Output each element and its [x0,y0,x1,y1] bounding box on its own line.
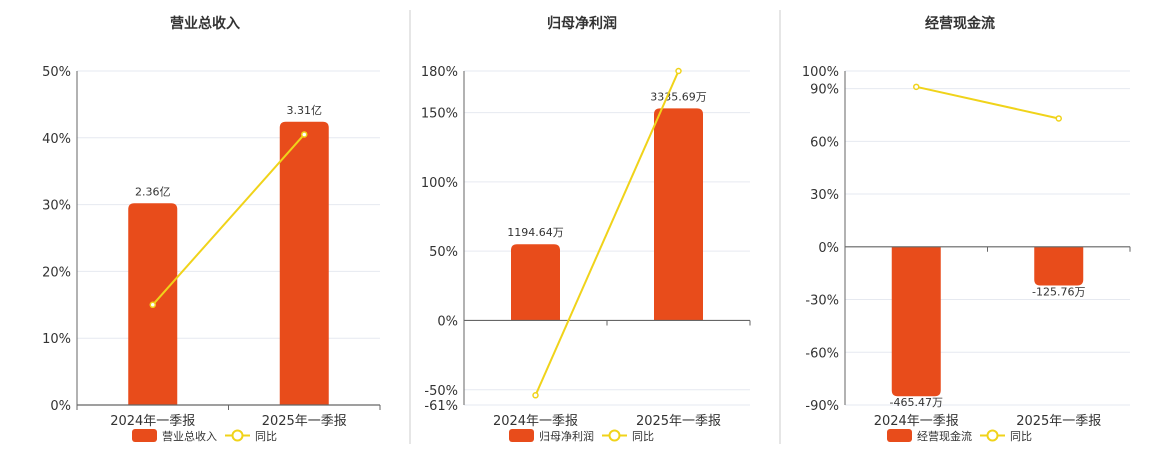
legend: 营业总收入 同比 [132,429,277,443]
legend: 归母净利润 同比 [509,429,654,443]
legend-line-label: 同比 [632,430,654,443]
y-tick-label: 180% [421,65,458,80]
bar-data-label: -465.47万 [890,396,943,409]
y-tick-label: 100% [421,176,458,191]
legend-line-label: 同比 [255,430,277,443]
bar[interactable] [891,246,941,397]
legend-line-marker [608,429,621,442]
chart-panel-1: 营业总收入 0% 10% 20% 30% 40% 50% 2.36亿 3.31亿 2024年一季报… [42,15,381,443]
y-tick-label: 50% [429,245,458,260]
yoy-point[interactable] [532,392,539,399]
bar[interactable] [654,108,703,321]
legend-bar-swatch[interactable] [509,429,534,442]
legend-bar-label: 营业总收入 [162,429,217,443]
chart-title: 经营现金流 [925,15,995,32]
bar-data-label: 2.36亿 [135,185,171,198]
y-tick-label: 50% [42,65,71,80]
y-tick-label: 60% [810,135,839,150]
legend-bar-swatch[interactable] [132,429,157,442]
y-tick-label: 10% [42,332,71,347]
x-category-label: 2025年一季报 [1016,414,1101,429]
chart-panel-2: 归母净利润 -61%-50% 0% 50% 100% 150% 180% 1194.64万 33… [421,15,751,443]
yoy-line [916,85,1059,120]
chart-title: 归母净利润 [547,15,617,32]
chart-title: 营业总收入 [170,15,240,32]
bar-data-label: 1194.64万 [507,226,564,239]
y-tick-label: -60% [805,346,839,361]
y-tick-label: 0% [437,314,458,329]
y-tick-label: 100% [802,65,839,80]
x-category-label: 2024年一季报 [110,414,195,429]
y-tick-label: 0% [818,241,839,256]
x-category-label: 2024年一季报 [493,414,578,429]
bar-data-label: 3335.69万 [650,90,707,103]
bar-data-label: -125.76万 [1032,285,1085,298]
legend-bar-label: 归母净利润 [539,429,594,443]
chart-panel-3: 经营现金流 -90% -60% -30% 0% 30% 60% 90% 100% -465.47万… [802,15,1131,443]
yoy-point[interactable] [913,83,920,91]
bar[interactable] [279,121,329,405]
y-tick-label: 20% [42,265,71,280]
y-tick-label: 150% [421,107,458,122]
yoy-point[interactable] [301,131,308,138]
bar-data-label: 3.31亿 [287,104,323,117]
legend-bar-swatch[interactable] [887,429,912,442]
yoy-point[interactable] [675,67,682,75]
y-tick-label: 30% [42,199,71,214]
x-category-label: 2025年一季报 [262,414,347,429]
bar[interactable] [511,244,560,321]
yoy-point[interactable] [149,301,156,309]
y-tick-label: -90% [805,399,839,414]
x-category-label: 2024年一季报 [874,414,959,429]
y-tick-label: -50% [424,384,458,399]
legend-line-label: 同比 [1010,430,1032,443]
y-tick-label: 30% [810,188,839,203]
y-tick-label: -61% [424,399,458,414]
yoy-line [152,133,305,306]
legend: 经营现金流 同比 [887,429,1032,443]
legend-bar-label: 经营现金流 [917,429,972,443]
legend-line-marker [231,429,244,442]
bar[interactable] [1034,246,1084,286]
legend-line-marker [986,429,999,442]
yoy-point[interactable] [1055,115,1062,122]
y-tick-label: 40% [42,132,71,147]
y-tick-label: 0% [50,399,71,414]
y-tick-label: 90% [810,83,839,98]
yoy-line [534,70,680,396]
x-category-label: 2025年一季报 [636,414,721,429]
y-tick-label: -30% [805,294,839,309]
